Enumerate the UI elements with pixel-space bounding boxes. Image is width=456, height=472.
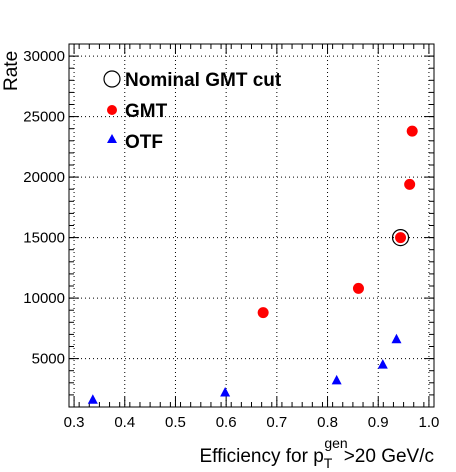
x-tick-label: 0.9 [368,414,389,431]
x-axis-label: Efficiency for pTgen >20 GeV/c [200,435,435,471]
x-axis-label-superscript: gen [324,435,347,451]
otf-point [331,374,342,385]
legend-marker-otf [107,134,117,143]
x-tick-label: 1.0 [419,414,440,431]
legend-label-nominal-gmt-cut: Nominal GMT cut [125,70,282,91]
x-axis-label-rest: >20 GeV/c [344,446,434,467]
grid-lines [69,44,434,407]
series-gmt [257,125,418,319]
otf-point [377,359,388,369]
y-tick-label: 15000 [23,230,65,247]
otf-point [391,333,402,344]
otf-point [220,386,231,397]
x-tick-label: 0.4 [114,414,135,431]
nominal-gmt-cut-point [391,229,410,247]
y-tick-label: 30000 [23,48,65,65]
gmt-point [395,232,407,244]
legend-marker-gmt [107,105,117,115]
x-axis-tick-labels: 0.3 0.4 0.5 0.6 0.7 0.8 0.9 1.0 [64,414,440,431]
x-tick-label: 0.5 [165,414,186,431]
legend-label-gmt: GMT [125,101,168,122]
x-tick-label: 0.8 [317,414,338,431]
legend-label-otf: OTF [125,132,163,153]
axis-ticks [68,43,435,408]
otf-point [87,394,98,404]
y-tick-label: 10000 [23,290,65,307]
x-tick-label: 0.7 [266,414,287,431]
y-tick-label: 25000 [23,109,65,126]
x-tick-label: 0.6 [216,414,237,431]
gmt-point [352,282,364,294]
series-nominal-gmt-cut [391,229,410,247]
gmt-point [257,307,269,319]
y-tick-label: 5000 [32,351,65,368]
legend-marker-nominal-gmt-cut [103,70,121,88]
legend: Nominal GMT cut GMT OTF [103,70,282,153]
x-tick-label: 0.3 [64,414,85,431]
y-axis-label: Rate [1,51,22,91]
y-axis-tick-labels: 5000 10000 15000 20000 25000 30000 [23,48,65,368]
x-axis-label-subscript: T [324,455,333,471]
y-tick-label: 20000 [23,169,65,186]
x-axis-label-main: Efficiency for p [200,446,324,467]
series-otf [87,333,402,404]
gmt-point [406,125,418,137]
gmt-point [404,178,416,190]
